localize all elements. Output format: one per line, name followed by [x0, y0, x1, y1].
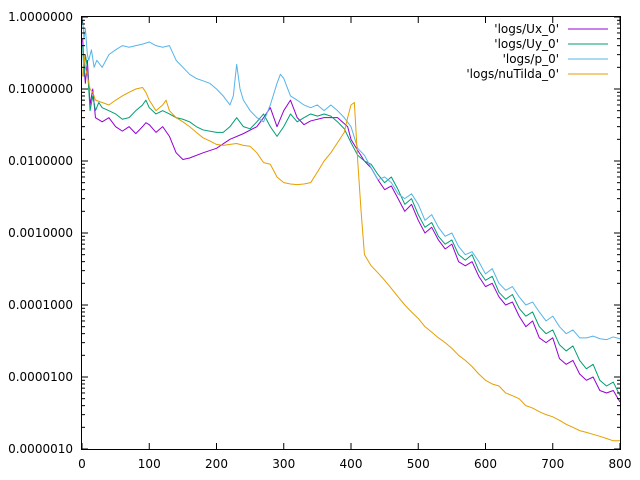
tick-layer: 0 100 200 300 400 500 600 700 800 0.0000010 0.0000… — [8, 10, 631, 471]
x-tick-label: 500 — [407, 457, 430, 471]
x-tick-label: 200 — [205, 457, 228, 471]
legend: 'logs/Ux_0''logs/Uy_0''logs/p_0''logs/nu… — [466, 22, 608, 81]
x-tick-label: 400 — [340, 457, 363, 471]
x-tick-label: 0 — [78, 457, 86, 471]
legend-label-1: 'logs/Uy_0' — [494, 37, 559, 51]
y-tick-label: 0.0010000 — [8, 226, 73, 240]
series-line-0 — [82, 38, 621, 403]
y-tick-label: 0.0000010 — [8, 442, 73, 456]
y-tick-label: 0.1000000 — [8, 82, 73, 96]
series-line-2 — [82, 20, 621, 341]
y-tick-label: 0.0000100 — [8, 370, 73, 384]
series-line-1 — [82, 45, 621, 396]
legend-label-0: 'logs/Ux_0' — [494, 22, 559, 36]
series-line-3 — [82, 54, 620, 442]
x-tick-label: 100 — [138, 457, 161, 471]
x-tick-label: 800 — [609, 457, 632, 471]
series-layer — [82, 20, 621, 442]
legend-label-2: 'logs/p_0' — [503, 52, 559, 66]
legend-label-3: 'logs/nuTilda_0' — [466, 67, 559, 81]
x-tick-label: 700 — [541, 457, 564, 471]
y-tick-label: 0.0100000 — [8, 154, 73, 168]
x-tick-label: 300 — [272, 457, 295, 471]
y-tick-label: 0.0001000 — [8, 298, 73, 312]
y-tick-label: 1.0000000 — [8, 10, 73, 24]
plot-frame — [81, 16, 621, 450]
x-tick-label: 600 — [474, 457, 497, 471]
